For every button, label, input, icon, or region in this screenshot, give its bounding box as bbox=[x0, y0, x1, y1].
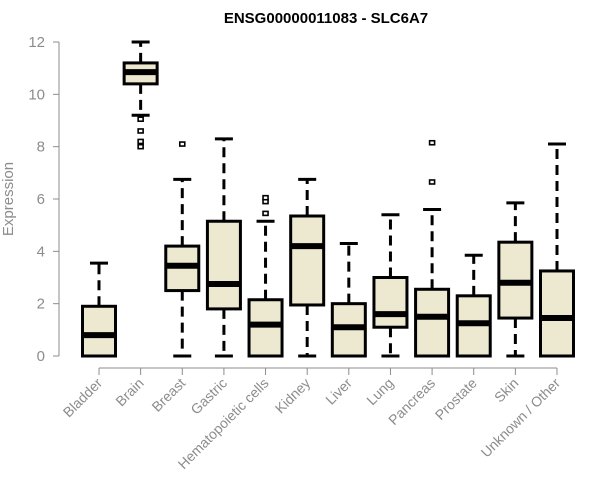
box-kidney bbox=[289, 177, 326, 358]
box-hematopoietic-cells bbox=[247, 194, 284, 358]
y-tick-label: 4 bbox=[37, 243, 45, 260]
boxes bbox=[81, 40, 575, 358]
iqr-box bbox=[539, 269, 575, 358]
outlier-point bbox=[262, 210, 269, 217]
y-tick-label: 2 bbox=[37, 296, 45, 313]
iqr-box bbox=[414, 287, 451, 358]
outlier-point bbox=[262, 194, 269, 201]
box-lung bbox=[372, 213, 409, 358]
y-tick-label: 10 bbox=[28, 86, 45, 103]
box-bladder bbox=[81, 261, 117, 358]
x-tick-label: Unknown / Other bbox=[478, 375, 564, 461]
box-liver bbox=[330, 241, 367, 358]
x-tick-label: Skin bbox=[491, 375, 522, 406]
box-gastric bbox=[205, 137, 242, 358]
x-tick-label: Bladder bbox=[60, 375, 106, 421]
box-skin bbox=[497, 201, 534, 358]
box-pancreas bbox=[414, 139, 451, 358]
iqr-box bbox=[372, 276, 409, 329]
x-tick-label: Lung bbox=[363, 375, 396, 408]
box-prostate bbox=[455, 253, 492, 358]
iqr-box bbox=[247, 298, 284, 358]
y-tick-label: 6 bbox=[37, 191, 45, 208]
iqr-box bbox=[205, 219, 242, 311]
box-brain bbox=[122, 40, 159, 150]
y-axis-label: Expression bbox=[0, 162, 17, 236]
box-unknown-other bbox=[539, 142, 575, 358]
x-tick-label: Brain bbox=[112, 375, 146, 409]
iqr-box bbox=[289, 214, 326, 307]
outlier-point bbox=[137, 143, 144, 150]
y-tick-label: 0 bbox=[37, 348, 45, 365]
outlier-point bbox=[428, 139, 436, 146]
chart-title: ENSG00000011083 - SLC6A7 bbox=[224, 10, 428, 27]
y-tick-label: 8 bbox=[37, 139, 45, 156]
iqr-box bbox=[81, 304, 117, 358]
x-tick-label: Kidney bbox=[272, 375, 314, 417]
outlier-point bbox=[137, 138, 144, 145]
y-tick-label: 12 bbox=[28, 34, 45, 51]
y-axis: 0 2 4 6 8 10 12 bbox=[28, 34, 60, 365]
x-tick-label: Prostate bbox=[432, 375, 480, 423]
outlier-point bbox=[137, 128, 144, 134]
outlier-point bbox=[428, 179, 436, 185]
box-breast bbox=[164, 141, 201, 358]
outlier-point bbox=[137, 116, 144, 122]
x-tick-label: Breast bbox=[148, 375, 188, 415]
x-tick-label: Liver bbox=[322, 375, 355, 408]
outlier-point bbox=[178, 141, 186, 147]
